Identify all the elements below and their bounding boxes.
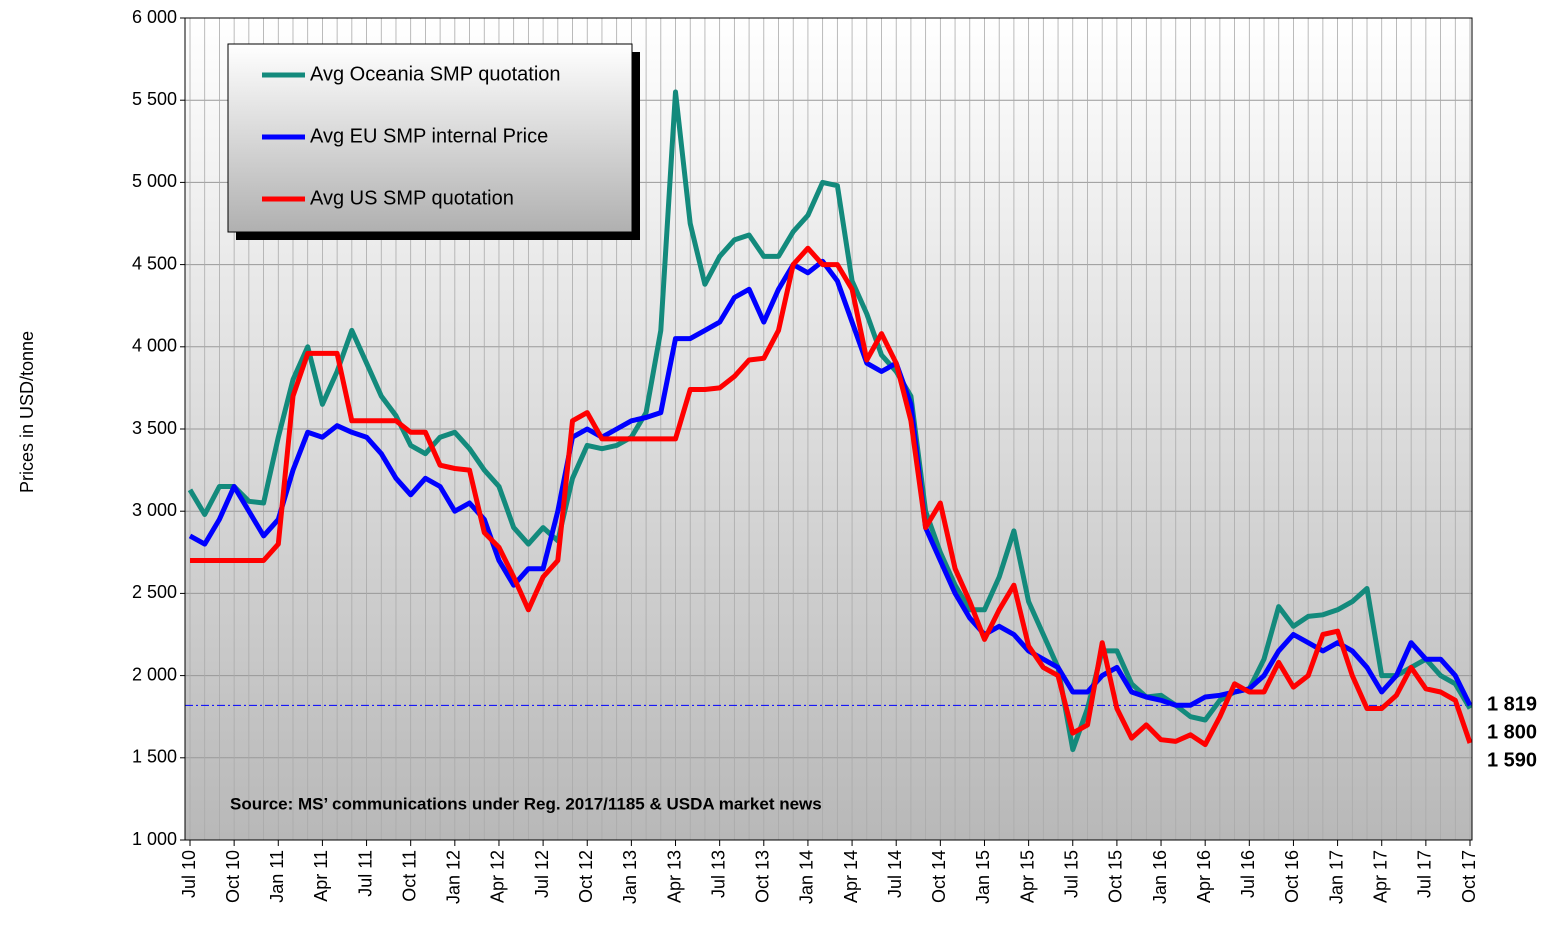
legend-label: Avg US SMP quotation	[310, 187, 514, 209]
y-tick-label: 1 000	[132, 829, 177, 849]
x-tick-label: Jul 15	[1062, 850, 1082, 898]
x-tick-label: Oct 16	[1282, 850, 1302, 903]
y-axis-label: Prices in USD/tonne	[17, 331, 37, 493]
y-tick-label: 3 000	[132, 500, 177, 520]
x-tick-label: Jan 12	[444, 850, 464, 904]
x-tick-label: Oct 12	[576, 850, 596, 903]
y-tick-label: 3 500	[132, 418, 177, 438]
x-tick-label: Jul 11	[355, 850, 375, 897]
x-tick-label: Apr 16	[1194, 850, 1214, 903]
series-line	[188, 258, 1473, 708]
x-tick-label: Jul 12	[532, 850, 552, 898]
y-tick-label: 2 000	[132, 664, 177, 684]
x-tick-label: Oct 11	[399, 850, 419, 902]
end-label: 1 819	[1487, 694, 1537, 716]
x-tick-label: Oct 17	[1459, 850, 1479, 903]
y-tick-label: 5 000	[132, 171, 177, 191]
end-label: 1 800	[1487, 722, 1537, 744]
y-tick-label: 2 500	[132, 582, 177, 602]
x-tick-label: Jul 17	[1415, 850, 1435, 898]
y-tick-label: 6 000	[132, 7, 177, 27]
x-tick-label: Apr 11	[311, 850, 331, 902]
x-tick-label: Jan 11	[267, 850, 287, 903]
legend-label: Avg EU SMP internal Price	[310, 125, 548, 147]
x-tick-label: Jan 17	[1326, 850, 1346, 904]
x-tick-label: Jul 10	[179, 850, 199, 898]
series-line	[190, 245, 1473, 748]
x-tick-label: Jan 13	[620, 850, 640, 904]
y-tick-label: 1 500	[132, 747, 177, 767]
x-tick-label: Apr 17	[1370, 850, 1390, 903]
x-tick-label: Jul 16	[1238, 850, 1258, 898]
x-tick-label: Jul 13	[708, 850, 728, 898]
x-tick-label: Apr 14	[841, 850, 861, 903]
x-tick-label: Jan 14	[797, 850, 817, 904]
legend-label: Avg Oceania SMP quotation	[310, 63, 561, 85]
x-tick-label: Jul 14	[885, 850, 905, 898]
x-tick-label: Jan 16	[1150, 850, 1170, 904]
source-note: Source: MS’ communications under Reg. 20…	[230, 794, 822, 813]
x-tick-label: Jan 15	[973, 850, 993, 904]
x-tick-label: Apr 15	[1017, 850, 1037, 903]
y-tick-label: 4 000	[132, 336, 177, 356]
y-tick-label: 4 500	[132, 253, 177, 273]
x-tick-label: Oct 10	[223, 850, 243, 903]
series-line	[187, 89, 1473, 753]
x-tick-label: Apr 13	[664, 850, 684, 903]
end-label: 1 590	[1487, 750, 1537, 772]
x-tick-label: Oct 15	[1106, 850, 1126, 903]
x-tick-label: Oct 13	[753, 850, 773, 903]
x-tick-label: Apr 12	[488, 850, 508, 903]
x-tick-label: Oct 14	[929, 850, 949, 903]
y-tick-label: 5 500	[132, 89, 177, 109]
